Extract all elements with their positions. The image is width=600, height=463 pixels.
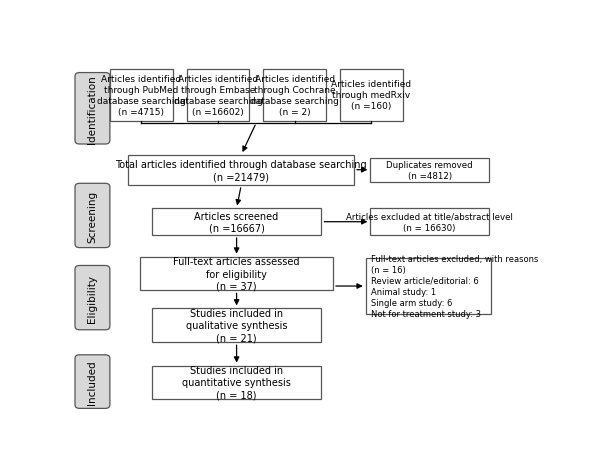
Text: Studies included in
quantitative synthesis
(n = 18): Studies included in quantitative synthes…: [182, 365, 291, 400]
Text: Articles identified
through Embase
database searching
(n =16602): Articles identified through Embase datab…: [173, 75, 262, 117]
FancyBboxPatch shape: [75, 184, 110, 248]
FancyBboxPatch shape: [75, 74, 110, 144]
Text: Articles excluded at title/abstract level
(n = 16630): Articles excluded at title/abstract leve…: [346, 212, 513, 232]
Text: Articles screened
(n =16667): Articles screened (n =16667): [194, 211, 279, 233]
FancyBboxPatch shape: [128, 156, 354, 186]
Text: Articles identified
through medRxiv
(n =160): Articles identified through medRxiv (n =…: [331, 80, 412, 111]
Text: Articles identified
through PubMed
database searching
(n =4715): Articles identified through PubMed datab…: [97, 75, 186, 117]
FancyBboxPatch shape: [370, 209, 489, 236]
FancyBboxPatch shape: [110, 70, 173, 121]
FancyBboxPatch shape: [340, 70, 403, 121]
Text: Duplicates removed
(n =4812): Duplicates removed (n =4812): [386, 160, 473, 181]
Text: Articles identified
through Cochrane
database searching
(n = 2): Articles identified through Cochrane dat…: [250, 75, 339, 117]
Text: Total articles identified through database searching
(n =21479): Total articles identified through databa…: [115, 159, 367, 181]
Text: Included: Included: [88, 359, 97, 404]
FancyBboxPatch shape: [75, 266, 110, 330]
Text: Studies included in
qualitative synthesis
(n = 21): Studies included in qualitative synthesi…: [186, 308, 287, 343]
Text: Screening: Screening: [88, 190, 97, 242]
Text: Identification: Identification: [88, 75, 97, 144]
FancyBboxPatch shape: [152, 366, 322, 400]
FancyBboxPatch shape: [263, 70, 326, 121]
FancyBboxPatch shape: [365, 259, 491, 314]
FancyBboxPatch shape: [152, 209, 322, 236]
FancyBboxPatch shape: [140, 257, 333, 291]
FancyBboxPatch shape: [370, 158, 489, 182]
FancyBboxPatch shape: [152, 309, 322, 343]
FancyBboxPatch shape: [75, 355, 110, 408]
Text: Full-text articles excluded, with reasons
(n = 16)
Review article/editorial: 6
A: Full-text articles excluded, with reason…: [371, 254, 539, 319]
Text: Eligibility: Eligibility: [88, 274, 97, 322]
FancyBboxPatch shape: [187, 70, 250, 121]
Text: Full-text articles assessed
for eligibility
(n = 37): Full-text articles assessed for eligibil…: [173, 257, 300, 291]
